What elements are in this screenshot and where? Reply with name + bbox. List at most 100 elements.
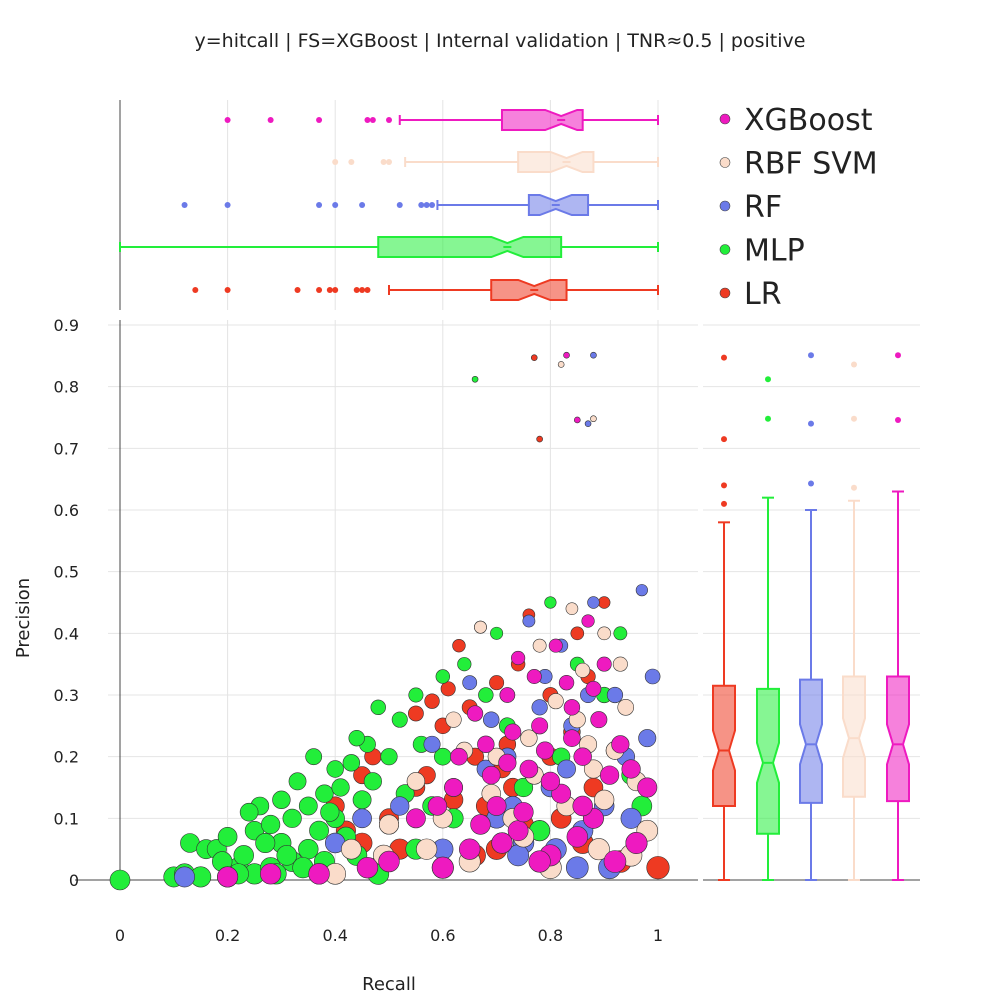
data-point-rbf-svm bbox=[474, 620, 487, 634]
data-point-mlp bbox=[352, 790, 372, 810]
data-point-rf bbox=[462, 675, 478, 691]
data-point-xgboost bbox=[405, 808, 426, 829]
recall-box-mlp bbox=[119, 236, 659, 258]
y-tick-label: 0.3 bbox=[54, 686, 79, 705]
data-point-mlp bbox=[513, 777, 534, 798]
data-point-rf bbox=[590, 351, 597, 359]
data-point-rf bbox=[352, 808, 372, 829]
outlier-point bbox=[423, 202, 430, 208]
outlier-point bbox=[316, 117, 323, 123]
data-point-rbf-svm bbox=[594, 789, 615, 810]
outlier-point bbox=[316, 287, 323, 293]
data-point-rbf-svm bbox=[565, 602, 579, 615]
data-point-xgboost bbox=[572, 795, 593, 817]
legend-marker bbox=[719, 157, 731, 168]
y-tick-label: 0.5 bbox=[54, 563, 79, 582]
data-point-mlp bbox=[282, 808, 302, 828]
data-point-xgboost bbox=[573, 416, 581, 424]
box bbox=[500, 109, 584, 131]
legend-label: XGBoost bbox=[744, 103, 873, 138]
outlier-point bbox=[332, 287, 339, 293]
data-point-xgboost bbox=[563, 699, 581, 716]
outlier-point bbox=[224, 287, 231, 293]
data-point-xgboost bbox=[499, 687, 516, 703]
data-point-rf bbox=[638, 729, 657, 748]
data-point-xgboost bbox=[599, 765, 620, 785]
outlier-point bbox=[364, 287, 371, 293]
data-point-rf bbox=[620, 807, 642, 829]
data-point-mlp bbox=[544, 596, 557, 609]
data-point-xgboost bbox=[519, 759, 539, 779]
outlier-point bbox=[396, 202, 403, 208]
data-point-rbf-svm bbox=[587, 838, 610, 861]
precision-box-mlp bbox=[756, 376, 780, 881]
data-point-rbf-svm bbox=[532, 638, 547, 653]
outlier-point bbox=[192, 287, 199, 293]
data-point-rbf-svm bbox=[378, 814, 399, 835]
data-point-rbf-svm bbox=[597, 626, 612, 641]
outlier-point bbox=[359, 202, 366, 208]
outlier-point bbox=[895, 352, 901, 359]
data-point-xgboost bbox=[477, 735, 495, 754]
data-point-rf bbox=[531, 699, 548, 716]
legend-label: RBF SVM bbox=[744, 147, 878, 182]
outlier-point bbox=[332, 202, 339, 208]
box bbox=[377, 236, 563, 258]
outlier-point bbox=[851, 415, 857, 422]
data-point-xgboost bbox=[566, 826, 588, 848]
data-point-xgboost bbox=[356, 856, 379, 879]
x-tick-label: 0.6 bbox=[430, 926, 455, 945]
legend-item-mlp: MLP bbox=[719, 234, 805, 269]
data-point-mlp bbox=[305, 748, 323, 766]
data-point-rf bbox=[174, 866, 195, 888]
data-point-rf bbox=[522, 614, 536, 628]
data-point-rf bbox=[565, 856, 589, 879]
legend-label: RF bbox=[744, 190, 782, 225]
outlier-point bbox=[765, 376, 771, 383]
data-point-lr bbox=[424, 693, 440, 709]
box bbox=[756, 687, 780, 835]
data-point-xgboost bbox=[511, 650, 526, 666]
legend-marker bbox=[719, 200, 731, 212]
x-tick-label: 0.4 bbox=[322, 926, 347, 945]
x-tick-label: 0.8 bbox=[538, 926, 563, 945]
data-point-mlp bbox=[363, 772, 382, 791]
outlier-point bbox=[369, 117, 376, 123]
legend-label: MLP bbox=[744, 234, 805, 269]
data-point-xgboost bbox=[526, 668, 542, 684]
data-point-rbf-svm bbox=[547, 693, 564, 710]
y-tick-label: 0.8 bbox=[54, 378, 79, 397]
outlier-point bbox=[808, 480, 814, 487]
data-point-xgboost bbox=[444, 778, 463, 797]
legend: XGBoost RBF SVM RF MLP LR bbox=[719, 103, 878, 312]
data-point-xgboost bbox=[504, 723, 522, 741]
box bbox=[799, 678, 823, 804]
outlier-point bbox=[721, 500, 727, 507]
data-point-xgboost bbox=[431, 856, 454, 879]
outlier-point bbox=[851, 484, 857, 491]
recall-box-rf bbox=[181, 194, 659, 216]
outlier-point bbox=[316, 202, 323, 208]
y-axis-title: Precision bbox=[13, 578, 34, 658]
data-point-xgboost bbox=[217, 866, 239, 888]
data-point-rf bbox=[423, 735, 441, 753]
box bbox=[886, 675, 910, 803]
precision-box-xgboost bbox=[886, 352, 910, 881]
data-point-mlp bbox=[370, 699, 386, 716]
data-point-xgboost bbox=[491, 832, 513, 854]
legend-item-xgboost: XGBoost bbox=[719, 103, 873, 138]
chart-title: y=hitcall | FS=XGBoost | Internal valida… bbox=[194, 30, 806, 52]
data-point-rf bbox=[635, 584, 648, 597]
outlier-point bbox=[380, 159, 387, 165]
outlier-point bbox=[326, 287, 333, 293]
data-point-xgboost bbox=[590, 711, 608, 729]
y-tick-label: 0 bbox=[69, 871, 79, 890]
y-tick-label: 0.1 bbox=[54, 809, 79, 828]
legend-item-lr: LR bbox=[719, 277, 782, 312]
data-point-mlp bbox=[331, 778, 350, 797]
data-point-lr bbox=[597, 596, 611, 609]
data-point-xgboost bbox=[260, 863, 282, 885]
outlier-point bbox=[224, 202, 231, 208]
data-point-mlp bbox=[408, 687, 424, 703]
data-point-rbf-svm bbox=[612, 656, 628, 672]
